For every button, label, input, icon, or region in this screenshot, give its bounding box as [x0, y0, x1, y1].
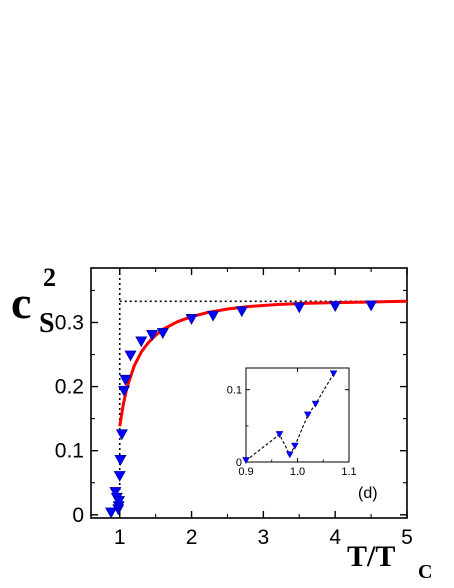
data-marker — [112, 496, 126, 507]
inset-y-tick-label: 0 — [236, 457, 242, 469]
x-tick-label: 3 — [258, 526, 270, 549]
inset-y-tick-label: 0.1 — [227, 385, 242, 397]
inset-axis-ticks: 0.9 1.0 1.1 0 0.1 — [227, 368, 357, 478]
inset-data-marker — [242, 457, 250, 465]
y-tick-label: 0.3 — [55, 311, 84, 334]
y-axis-label: c 2 S — [11, 263, 56, 339]
inset-data-marker — [311, 400, 320, 408]
x-tick-label: 4 — [329, 526, 341, 549]
x-tick-label: 2 — [186, 526, 198, 549]
panel-label: (d) — [358, 485, 378, 502]
y-tick-label: 0.1 — [55, 440, 84, 463]
x-axis-label-base: T/T — [347, 540, 395, 573]
inset-data-marker — [291, 442, 299, 450]
data-marker — [329, 301, 342, 313]
data-marker — [135, 336, 148, 348]
data-marker — [118, 385, 131, 397]
data-marker — [113, 471, 126, 482]
data-marker — [105, 507, 118, 519]
y-tick-label: 0.2 — [55, 376, 84, 399]
data-marker — [109, 487, 122, 498]
data-marker — [114, 455, 127, 466]
data-marker — [365, 300, 378, 312]
data-marker — [207, 310, 220, 322]
data-marker — [115, 429, 128, 441]
data-marker — [156, 328, 169, 339]
y-tick-label: 0 — [72, 504, 84, 527]
x-tick-label: 1 — [114, 526, 126, 549]
y-axis-label-base: c — [11, 277, 31, 328]
inset-data-marker — [285, 451, 294, 459]
inset-x-tick-label: 0.9 — [238, 466, 253, 478]
data-marker — [293, 302, 306, 314]
y-axis-label-sub: S — [39, 308, 55, 339]
x-axis-label: T/T C — [347, 540, 432, 583]
inset-data-marker — [275, 431, 284, 439]
main-axis-ticks: 1 2 3 4 5 0 0.1 0.2 0.3 — [55, 268, 413, 549]
inset-data-marker — [329, 370, 338, 378]
inset-data-marker — [303, 411, 312, 419]
y-axis-label-sup: 2 — [43, 263, 56, 292]
main-plot-frame — [90, 267, 408, 519]
inset-x-tick-label: 1.1 — [341, 466, 356, 478]
x-axis-label-sub: C — [418, 561, 432, 583]
fit-line — [118, 299, 408, 427]
inset-markers-group — [242, 370, 338, 465]
main-fit-line-group — [118, 299, 408, 427]
inset-x-tick-label: 1.0 — [290, 466, 305, 478]
inset-plot-frame — [245, 367, 350, 463]
data-marker — [185, 314, 198, 325]
x-tick-label: 5 — [401, 526, 413, 549]
data-marker — [124, 350, 137, 362]
data-marker — [119, 374, 132, 386]
data-marker — [235, 306, 248, 318]
main-guide-lines — [118, 268, 407, 518]
main-markers-group — [105, 300, 378, 519]
data-marker — [146, 330, 159, 341]
